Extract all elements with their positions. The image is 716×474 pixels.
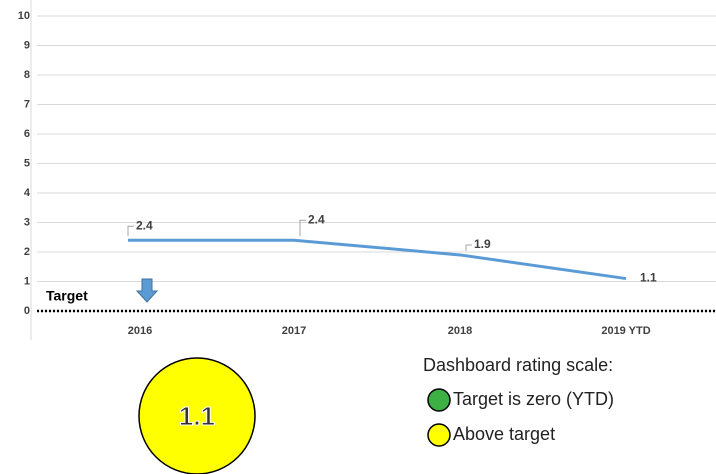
target-label: Target [46,288,88,304]
legend-label: Above target [453,424,555,444]
y-tick-label: 10 [18,10,30,22]
rating-circle [138,357,256,474]
y-tick-label: 8 [24,69,30,81]
x-tick-label: 2017 [282,325,306,337]
x-tick-label: 2016 [128,325,152,337]
y-tick-label: 1 [24,275,30,287]
y-tick-label: 5 [24,157,30,169]
leader-line [127,225,134,237]
leader-line [299,219,306,237]
y-tick-label: 9 [24,39,30,51]
rating-value: 1.1 [179,401,215,431]
data-label: 2.4 [136,218,153,232]
line-series [128,238,627,281]
y-tick-label: 6 [24,128,30,140]
x-tick-label: 2019 YTD [601,325,650,337]
leader-line [465,244,472,251]
legend-title: Dashboard rating scale: [423,355,613,375]
data-label: 1.9 [474,237,491,251]
legend-label: Target is zero (YTD) [453,389,614,409]
legend-swatch [427,388,451,412]
target-arrow [135,278,159,303]
y-tick-label: 4 [24,187,31,199]
x-tick-label: 2018 [448,325,472,337]
legend-swatch [427,423,451,447]
y-tick-label: 0 [24,305,30,317]
data-label: 2.4 [308,212,325,226]
y-tick-label: 7 [24,98,30,110]
data-label: 1.1 [640,271,657,285]
y-tick-label: 2 [24,246,30,258]
y-tick-label: 3 [24,216,30,228]
